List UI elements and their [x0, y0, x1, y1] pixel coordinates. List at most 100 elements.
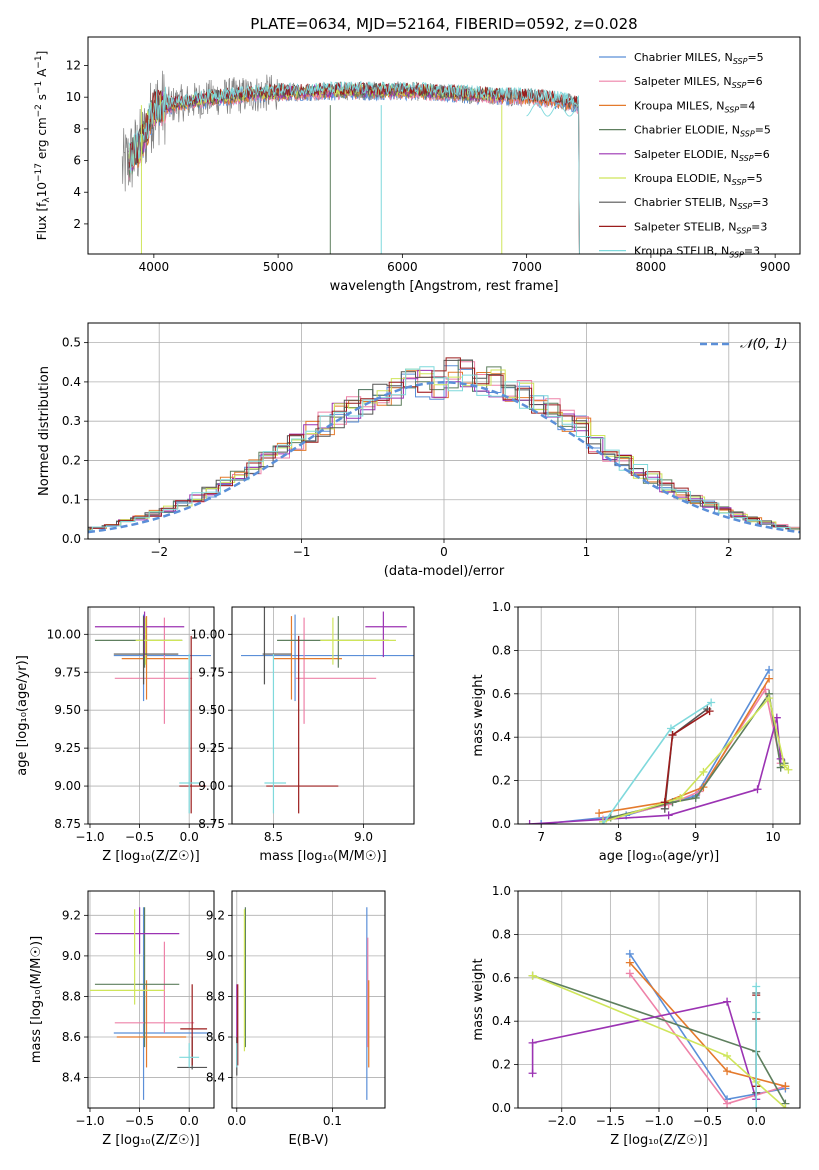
- point-marker: [528, 971, 537, 980]
- y-tick-label: 9.2: [62, 908, 81, 922]
- legend-nssp: =4: [739, 99, 755, 112]
- legend-label: Kroupa STELIB, N: [634, 245, 729, 258]
- point-marker: [752, 982, 761, 991]
- legend-nssp: =5: [755, 124, 771, 137]
- y-tick-label: 8.6: [206, 1030, 225, 1044]
- y-tick-label: 0.5: [62, 336, 81, 350]
- y-tick-label: 8.8: [206, 989, 225, 1003]
- stelib-tail: [526, 103, 580, 117]
- legend-entry: Chabrier ELODIE, NSSP=5: [634, 124, 771, 139]
- histogram-chabrier-stelib: [88, 359, 800, 531]
- legend-label: Kroupa ELODIE, N: [634, 172, 732, 185]
- legend-entry: Salpeter ELODIE, NSSP=6: [634, 148, 770, 163]
- point-marker: [625, 949, 634, 958]
- x-tick-label: 7: [537, 830, 545, 844]
- y-tick-label: 9.0: [206, 949, 225, 963]
- model-spectrum-kroupa-stelib: [128, 80, 580, 254]
- axes-frame: [87, 890, 215, 1109]
- y-tick-label: 0.8: [492, 927, 511, 941]
- legend-sub: SSP: [740, 130, 755, 139]
- legend-label: Chabrier MILES, N: [634, 51, 733, 64]
- y-tick-label: 10.00: [191, 627, 225, 641]
- legend-sub: SSP: [724, 105, 739, 114]
- y-axis-label: age [log₁₀(age/yr)]: [15, 655, 30, 776]
- x-tick-label: 0.0: [180, 830, 199, 844]
- legend-entry: Salpeter STELIB, NSSP=3: [634, 220, 767, 235]
- y-axis-label-part: λ: [42, 197, 52, 203]
- y-tick-label: 9.75: [54, 665, 81, 679]
- plot-area: [241, 607, 414, 814]
- axes-frame: [517, 890, 801, 1109]
- legend-entry: Salpeter MILES, NSSP=6: [634, 75, 763, 90]
- plot-area: [89, 907, 212, 1100]
- legend-nssp: =3: [751, 220, 767, 233]
- legend-label: Salpeter STELIB, N: [634, 220, 736, 233]
- y-tick-label: 9.00: [198, 779, 225, 793]
- point-marker: [765, 694, 774, 703]
- y-tick-label: 2: [73, 217, 81, 231]
- point-marker: [752, 1008, 761, 1017]
- legend-entry: Chabrier MILES, NSSP=5: [634, 51, 764, 66]
- y-axis-label-part: −2: [34, 104, 44, 117]
- y-tick-label: 0.0: [492, 1101, 511, 1115]
- axes-frame: [87, 36, 801, 255]
- y-tick-label: 4: [73, 185, 81, 199]
- legend-nssp: =3: [752, 196, 768, 209]
- point-marker: [691, 793, 700, 802]
- y-tick-label: 8.4: [206, 1071, 225, 1085]
- point-marker: [781, 1104, 790, 1108]
- y-tick-label: 12: [66, 59, 81, 73]
- point-marker: [528, 1069, 537, 1078]
- plot-area: [528, 949, 790, 1108]
- y-tick-label: 0.6: [492, 971, 511, 985]
- y-tick-label: 9.50: [198, 703, 225, 717]
- x-tick-label: 9000: [760, 260, 791, 274]
- y-tick-label: 9.0: [62, 949, 81, 963]
- figure-title: PLATE=0634, MJD=52164, FIBERID=0592, z=0…: [250, 15, 637, 33]
- plot-area: [88, 357, 800, 534]
- y-tick-label: 0.1: [62, 493, 81, 507]
- point-marker: [625, 969, 634, 978]
- x-axis-label: Z [log₁₀(Z/Z☉)]: [102, 849, 199, 864]
- point-marker: [753, 785, 762, 794]
- x-tick-label: 7000: [511, 260, 542, 274]
- x-tick-label: −2.0: [547, 1114, 576, 1128]
- legend-sub: SSP: [732, 178, 747, 187]
- y-axis-label-part: −1: [34, 55, 44, 68]
- point-marker: [625, 958, 634, 967]
- y-tick-label: 0.3: [62, 414, 81, 428]
- axes-frame: [231, 890, 386, 1109]
- point-marker: [765, 665, 774, 674]
- y-tick-label: 9.75: [198, 665, 225, 679]
- x-axis-label: age [log₁₀(age/yr)]: [599, 849, 720, 864]
- y-tick-label: 8.75: [54, 817, 81, 831]
- x-tick-label: −1.0: [75, 830, 104, 844]
- x-tick-label: 10: [765, 830, 780, 844]
- legend-sub: SSP: [733, 57, 748, 66]
- y-tick-label: 0.0: [62, 532, 81, 546]
- y-tick-label: 10.00: [47, 627, 81, 641]
- y-axis-label-part: erg cm: [35, 117, 49, 163]
- series-line: [602, 687, 782, 821]
- y-tick-label: 8.4: [62, 1071, 81, 1085]
- legend-sub: SSP: [732, 81, 747, 90]
- point-marker: [598, 820, 607, 824]
- plot-area: [121, 70, 580, 254]
- x-tick-label: 9: [692, 830, 700, 844]
- point-marker: [707, 698, 716, 707]
- point-marker: [723, 1051, 732, 1060]
- series-line: [531, 1000, 757, 1100]
- x-tick-label: 5000: [263, 260, 294, 274]
- model-spectrum-salpeter-miles: [128, 86, 580, 254]
- x-tick-label: −0.5: [693, 1114, 722, 1128]
- legend-label: Chabrier STELIB, N: [634, 196, 738, 209]
- mass-vs-ebv-panel: 0.0 0.1 8.4 8.6 8.8 9.0 9.2 E(B-V): [206, 890, 386, 1148]
- model-spectrum-salpeter-stelib: [128, 82, 580, 254]
- y-tick-label: 9.25: [54, 741, 81, 755]
- y-axis-label-part: A: [35, 68, 49, 81]
- point-marker: [537, 820, 546, 824]
- y-tick-label: 6: [73, 154, 81, 168]
- y-axis-label-part: −1: [34, 81, 44, 94]
- x-tick-label: 0: [440, 545, 448, 559]
